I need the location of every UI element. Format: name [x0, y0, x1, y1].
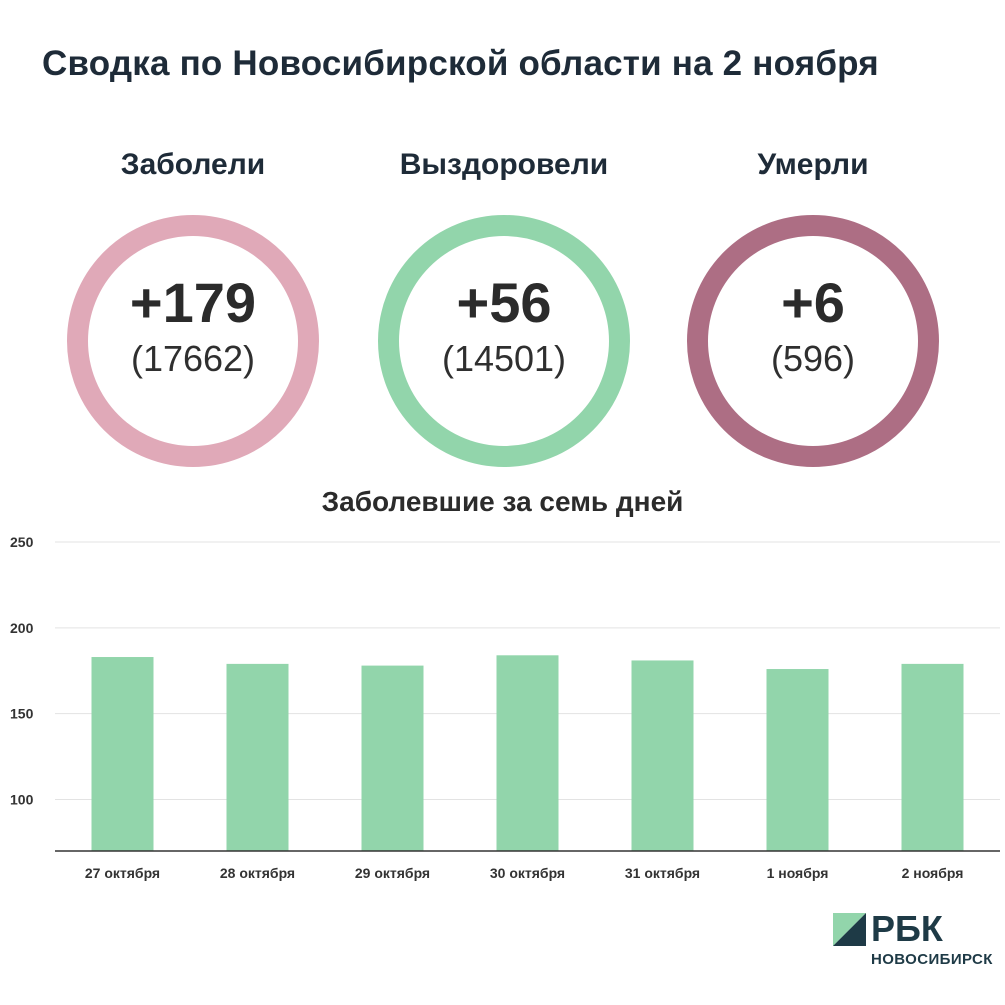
stat-deaths-label: Умерли	[757, 148, 869, 181]
bar	[631, 660, 694, 851]
logo-mark-dark	[833, 913, 866, 946]
stat-recovered-total: (14501)	[441, 338, 567, 379]
bar	[496, 655, 559, 851]
y-tick-label: 250	[10, 534, 34, 550]
x-tick-label: 30 октября	[490, 865, 565, 881]
stat-recovered-ring: +56 (14501)	[378, 215, 630, 467]
y-tick-label: 100	[10, 792, 34, 808]
stat-recovered: Выздоровели +56 (14501)	[354, 140, 654, 467]
stat-infected: Заболели +179 (17662)	[43, 140, 343, 467]
bar	[901, 663, 964, 851]
y-tick-label: 150	[10, 706, 34, 722]
x-tick-label: 31 октября	[625, 865, 700, 881]
stat-deaths-ring: +6 (596)	[687, 215, 939, 467]
bar	[226, 663, 289, 851]
stat-deaths-daily: +6	[781, 271, 845, 334]
bar-chart: 100 150 200 250 27 октября 28 октября 29 октяб…	[10, 534, 1000, 881]
bar	[766, 669, 829, 851]
rbc-logo-mark	[833, 913, 866, 946]
page-title: Сводка по Новосибирской области на 2 ноя…	[42, 44, 879, 83]
chart-title: Заболевшие за семь дней	[321, 486, 684, 517]
stat-deaths-total: (596)	[770, 338, 856, 379]
x-tick-label: 28 октября	[220, 865, 295, 881]
stat-infected-label: Заболели	[120, 148, 266, 181]
bar	[91, 657, 154, 851]
stat-infected-ring: +179 (17662)	[67, 215, 319, 467]
x-tick-label: 1 ноября	[767, 865, 829, 881]
stat-infected-daily: +179	[129, 271, 257, 334]
x-tick-label: 2 ноября	[902, 865, 964, 881]
stat-deaths: Умерли +6 (596)	[663, 140, 963, 467]
stat-recovered-label: Выздоровели	[399, 148, 609, 181]
stat-infected-total: (17662)	[130, 338, 256, 379]
rbc-logo: РБК НОВОСИБИРСК	[833, 909, 998, 973]
y-tick-label: 200	[10, 620, 34, 636]
x-tick-label: 29 октября	[355, 865, 430, 881]
logo-subtitle: НОВОСИБИРСК	[871, 951, 993, 968]
stat-recovered-daily: +56	[456, 271, 552, 334]
x-tick-label: 27 октября	[85, 865, 160, 881]
logo-brand: РБК	[871, 908, 943, 949]
bar	[361, 665, 424, 851]
